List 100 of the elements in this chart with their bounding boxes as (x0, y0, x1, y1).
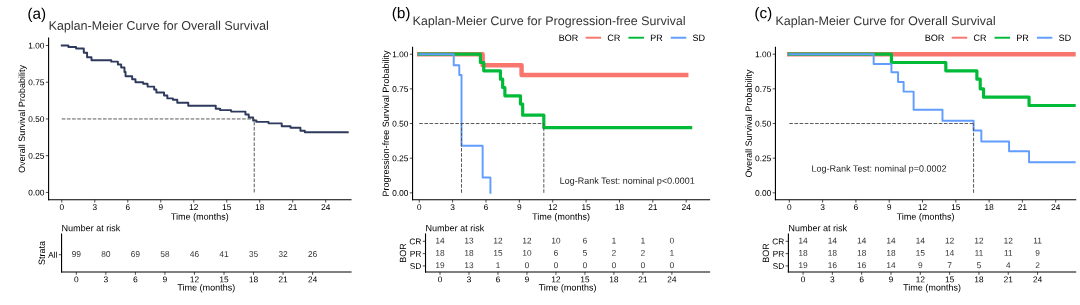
y-axis-title: Overall Survival Probability (745, 69, 754, 178)
y-axis-title: Strata (38, 240, 45, 265)
x-tick-label: 21 (1018, 204, 1027, 210)
x-tick-label: 15 (220, 276, 229, 283)
data-label: 58 (160, 251, 170, 257)
data-label: 6 (554, 249, 558, 256)
x-tick-label: 9 (517, 204, 522, 211)
data-label: 12 (945, 237, 954, 244)
y-tick-label: 0.25 (28, 152, 45, 159)
data-label: 1 (670, 250, 674, 256)
y-tick-label: 0.75 (392, 86, 409, 92)
y-tick-label: CR (409, 238, 421, 245)
data-label: 7 (947, 262, 952, 269)
y-tick-label: 0.25 (755, 155, 771, 162)
x-tick-label: 3 (103, 276, 108, 283)
x-tick-label: 12 (918, 204, 927, 210)
x-tick-label: 12 (189, 204, 198, 210)
y-axis-title: BOR (762, 243, 770, 263)
x-tick-label: 0 (59, 204, 64, 211)
x-tick-label: 15 (582, 204, 591, 211)
data-label: 14 (857, 237, 867, 244)
chart-title: Number at risk (62, 224, 121, 232)
x-tick-label: 3 (467, 276, 471, 283)
data-label: 80 (101, 251, 111, 257)
x-tick-label: 24 (681, 204, 691, 210)
x-axis-title: Time (months) (532, 213, 590, 222)
x-tick-label: 24 (1051, 204, 1061, 210)
y-tick-label: 0.50 (392, 120, 409, 127)
x-tick-label: 12 (190, 276, 199, 283)
y-axis-title: BOR (399, 243, 407, 263)
data-label: 13 (465, 262, 474, 269)
data-label: 12 (974, 237, 984, 244)
data-label: 6 (583, 237, 587, 244)
y-tick-label: 1.00 (392, 51, 409, 58)
legend-label: PR (1017, 34, 1029, 41)
x-tick-label: 15 (222, 204, 232, 211)
y-tick-label: 1.00 (28, 42, 45, 49)
x-tick-label: 9 (887, 204, 892, 211)
y-tick-label: 0.00 (755, 190, 771, 196)
x-tick-label: 12 (551, 276, 561, 283)
x-tick-label: 21 (288, 204, 297, 210)
data-label: 18 (799, 249, 808, 256)
x-tick-label: 9 (163, 276, 167, 283)
x-tick-label: 18 (249, 276, 258, 283)
x-tick-label: 6 (859, 276, 864, 283)
y-tick-label: 0.75 (755, 86, 771, 92)
data-label: 14 (436, 237, 445, 244)
x-tick-label: 12 (916, 276, 925, 283)
data-label: 18 (436, 249, 445, 256)
data-label: 12 (522, 237, 532, 244)
data-label: 0 (669, 262, 674, 269)
data-label: 13 (465, 237, 474, 244)
y-tick-label: 1.00 (755, 51, 771, 58)
x-tick-label: 24 (1033, 276, 1042, 283)
data-label: 4 (1006, 262, 1011, 269)
x-tick-label: 3 (92, 204, 97, 211)
chart-title: Number at risk (426, 224, 485, 232)
legend-label: SD (1059, 34, 1071, 41)
x-tick-label: 0 (74, 276, 79, 283)
data-label: 14 (887, 237, 896, 244)
x-tick-label: 6 (484, 204, 488, 211)
data-label: 41 (219, 251, 229, 257)
data-label: 18 (465, 249, 474, 256)
x-tick-label: 9 (158, 204, 163, 211)
data-label: 14 (887, 262, 896, 269)
data-label: 69 (131, 251, 140, 257)
x-tick-label: 18 (609, 276, 619, 283)
y-tick-label: 0.00 (28, 189, 45, 196)
data-label: 0 (669, 237, 674, 244)
y-tick-label: CR (772, 238, 784, 245)
data-label: 11 (1004, 250, 1013, 256)
x-axis-title: Time (months) (171, 213, 229, 222)
chart-title: Kaplan-Meier Curve for Progression-free Survival (413, 15, 685, 28)
data-label: 12 (1004, 237, 1013, 244)
data-label: 12 (493, 237, 503, 244)
text: (a) (28, 7, 46, 22)
data-label: 1 (612, 237, 616, 244)
x-tick-label: 6 (496, 276, 500, 283)
x-tick-label: 6 (133, 276, 138, 283)
x-tick-label: 21 (638, 276, 648, 283)
x-tick-label: 21 (648, 204, 658, 210)
x-tick-label: 0 (417, 204, 422, 211)
data-label: 0 (524, 262, 529, 269)
data-label: 1 (641, 237, 645, 244)
data-label: 99 (72, 251, 81, 257)
x-tick-label: 24 (321, 204, 331, 210)
x-tick-label: 9 (525, 276, 529, 283)
chart-title: Number at risk (789, 224, 848, 232)
data-label: 11 (975, 250, 983, 256)
x-tick-label: 6 (125, 204, 130, 211)
x-tick-label: 21 (278, 276, 288, 283)
data-label: 10 (522, 249, 532, 256)
data-label: 32 (278, 251, 288, 257)
y-tick-label: 0.50 (28, 116, 45, 123)
y-axis-title: Overall Survival Probability (18, 65, 27, 173)
data-label: 35 (249, 251, 258, 257)
text: (b) (392, 7, 410, 22)
chart-title: Kaplan-Meier Curve for Overall Survival (49, 20, 268, 33)
data-label: 5 (582, 250, 587, 256)
x-tick-label: 15 (945, 276, 954, 283)
